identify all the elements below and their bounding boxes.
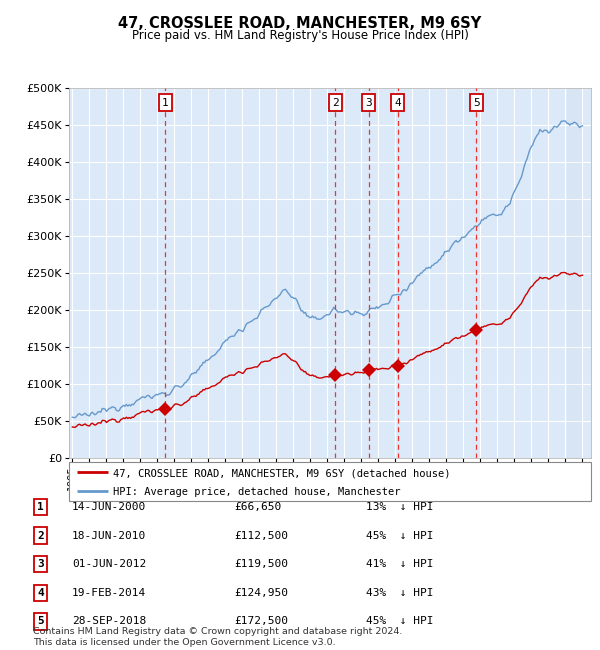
Text: £124,950: £124,950 [234, 588, 288, 598]
Text: 2: 2 [37, 530, 44, 541]
Text: Contains HM Land Registry data © Crown copyright and database right 2024.: Contains HM Land Registry data © Crown c… [33, 627, 403, 636]
Text: 43%  ↓ HPI: 43% ↓ HPI [366, 588, 433, 598]
Text: 45%  ↓ HPI: 45% ↓ HPI [366, 616, 433, 627]
Text: HPI: Average price, detached house, Manchester: HPI: Average price, detached house, Manc… [113, 487, 401, 497]
Text: 47, CROSSLEE ROAD, MANCHESTER, M9 6SY (detached house): 47, CROSSLEE ROAD, MANCHESTER, M9 6SY (d… [113, 468, 451, 478]
Text: 3: 3 [365, 98, 372, 107]
Text: 1: 1 [37, 502, 44, 512]
Text: 14-JUN-2000: 14-JUN-2000 [72, 502, 146, 512]
Text: 2: 2 [332, 98, 338, 107]
Text: 4: 4 [37, 588, 44, 598]
Text: Price paid vs. HM Land Registry's House Price Index (HPI): Price paid vs. HM Land Registry's House … [131, 29, 469, 42]
Text: This data is licensed under the Open Government Licence v3.0.: This data is licensed under the Open Gov… [33, 638, 335, 647]
Text: 28-SEP-2018: 28-SEP-2018 [72, 616, 146, 627]
Text: 47, CROSSLEE ROAD, MANCHESTER, M9 6SY: 47, CROSSLEE ROAD, MANCHESTER, M9 6SY [118, 16, 482, 31]
Text: 5: 5 [37, 616, 44, 627]
Text: £119,500: £119,500 [234, 559, 288, 569]
Text: 18-JUN-2010: 18-JUN-2010 [72, 530, 146, 541]
Text: £66,650: £66,650 [234, 502, 281, 512]
Text: 01-JUN-2012: 01-JUN-2012 [72, 559, 146, 569]
Text: 1: 1 [161, 98, 169, 107]
Text: 5: 5 [473, 98, 479, 107]
Text: 13%  ↓ HPI: 13% ↓ HPI [366, 502, 433, 512]
Text: 41%  ↓ HPI: 41% ↓ HPI [366, 559, 433, 569]
Text: 19-FEB-2014: 19-FEB-2014 [72, 588, 146, 598]
Text: £112,500: £112,500 [234, 530, 288, 541]
Text: 45%  ↓ HPI: 45% ↓ HPI [366, 530, 433, 541]
Text: 3: 3 [37, 559, 44, 569]
Text: 4: 4 [394, 98, 401, 107]
Text: £172,500: £172,500 [234, 616, 288, 627]
